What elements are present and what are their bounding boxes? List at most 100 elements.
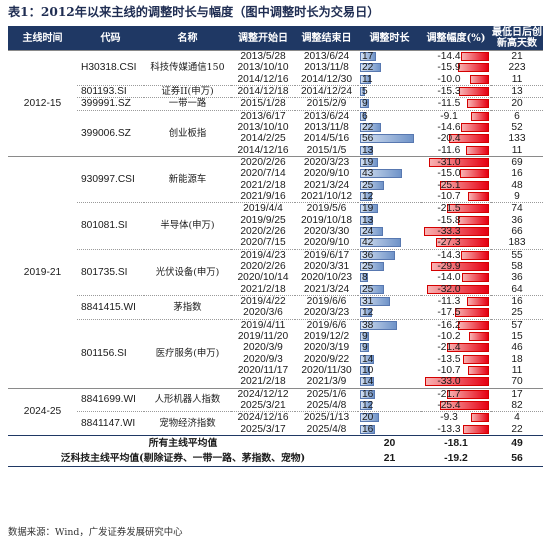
amplitude-bar [436,238,489,248]
col-header-start: 调整开始日 [231,26,295,51]
duration-value: 12 [362,191,374,203]
start-date-cell: 2024/12/12 [231,387,295,400]
end-date-cell: 2025/1/6 [295,387,358,400]
table-row: 2013/10/10 2013/11/8 22 -14.6 52 [8,122,543,133]
end-date-cell: 2020/9/22 [303,353,350,365]
summary-new-high-days: 56 [491,450,543,467]
duration-bar [360,284,385,294]
amplitude-value: -9.3 [440,412,458,424]
table-row: 2025/3/21 2025/4/8 12 -25.4 82 [8,400,543,412]
duration-bar [360,74,371,84]
amplitude-cell: -21.5 [421,202,491,215]
amplitude-bar [470,413,489,423]
index-code-cell: 801735.SI [77,248,144,296]
duration-value: 42 [362,237,374,249]
amplitude-bar [471,111,489,121]
amplitude-cell: -15.8 [421,215,491,226]
end-date-cell: 2015/1/5 [306,144,347,156]
start-date-cell: 2019/4/4 [231,202,295,215]
duration-value: 16 [362,388,374,400]
amplitude-value: -17.5 [437,307,461,319]
table-row: 2020/7/15 2020/9/10 42 -27.3 183 [8,237,543,249]
start-date-cell: 2020/2/26 [240,261,286,273]
new-high-days-cell: 16 [511,168,523,180]
end-date-cell: 2020/11/30 [301,365,352,377]
amplitude-cell: -17.5 [421,307,491,319]
amplitude-bar [457,320,489,330]
amplitude-value: -14.3 [437,249,461,261]
duration-bar [360,320,397,330]
duration-cell: 19 [358,155,421,169]
duration-cell: 12 [358,191,421,203]
duration-value: 25 [362,283,374,295]
summary-label: 所有主线平均值 [8,434,358,451]
amplitude-cell: -21.7 [421,387,491,400]
start-date-cell: 2020/2/26 [231,155,295,169]
amplitude-cell: -21.4 [421,342,491,353]
summary-duration: 21 [358,450,421,467]
end-date-cell: 2020/10/23 [301,272,352,284]
duration-bar [360,87,365,97]
amplitude-value: -15.9 [437,62,461,74]
duration-cell: 42 [358,237,421,249]
amplitude-cell: -9.3 [421,411,491,424]
index-name-cell: 半导体(申万) [144,202,231,250]
amplitude-bar [426,284,489,294]
summary-new-high-days: 49 [491,434,543,451]
end-date-cell: 2020/9/10 [303,237,350,249]
index-code-cell: 801193.SI [77,84,144,98]
duration-value: 8 [362,272,368,284]
amplitude-cell: -25.1 [421,180,491,191]
summary-row-all: 所有主线平均值 20 -18.1 49 [8,434,543,451]
amplitude-cell: -29.9 [421,261,491,272]
index-name-cell: 证券II(申万) [144,84,231,98]
amplitude-value: -16.2 [437,319,461,331]
amplitude-cell: -14.4 [421,50,491,63]
end-date-cell: 2019/6/6 [295,294,358,308]
duration-bar [360,134,415,144]
table-row: 2021/9/16 2021/10/12 12 -10.7 9 [8,191,543,203]
duration-cell: 11 [358,74,421,86]
index-code-cell: 801156.SI [77,318,144,389]
duration-bar [360,332,369,342]
start-date-cell: 2021/2/18 [240,179,286,191]
amplitude-value: -33.3 [437,226,461,238]
duration-bar [360,227,384,237]
new-high-days-cell: 36 [511,272,523,284]
table-row: 2014/2/25 2014/5/16 56 -20.4 133 [8,133,543,144]
index-code-cell: 399006.SZ [77,109,144,157]
duration-value: 5 [362,86,368,98]
summary-duration: 20 [358,434,421,451]
start-date-cell: 2025/3/21 [240,400,286,411]
start-date-cell: 2020/7/15 [240,237,286,249]
amplitude-bar [447,204,489,214]
table-row: 399006.SZ 创业板指 2013/6/17 2013/6/24 6 -9.1 6 [8,109,543,157]
amplitude-value: -20.4 [437,133,461,145]
end-date-cell: 2013/11/8 [304,122,349,134]
amplitude-bar [461,273,489,283]
index-code-cell: H30318.CSI [77,50,144,86]
amplitude-cell: -11.6 [421,145,491,157]
col-header-code: 代码 [77,26,144,51]
amplitude-bar [466,99,489,109]
new-high-days-cell: 11 [511,73,523,85]
col-header-end: 调整结束日 [295,26,358,51]
start-date-cell: 2013/10/10 [237,62,289,74]
duration-cell: 25 [358,180,421,191]
start-date-cell: 2020/10/14 [237,272,289,284]
start-date-cell: 2020/9/3 [243,353,283,365]
start-date-cell: 2013/5/28 [231,50,295,63]
start-date-cell: 2015/1/28 [231,97,295,111]
table-row: 2013/10/10 2013/11/8 22 -15.9 223 [8,62,543,73]
amplitude-cell: -16.2 [421,318,491,331]
start-date-cell: 2021/2/18 [240,376,286,388]
amplitude-bar [446,389,489,399]
duration-cell: 20 [358,411,421,424]
end-date-cell: 2025/4/8 [306,400,347,411]
duration-bar [360,389,376,399]
amplitude-bar [461,52,489,62]
index-code-cell: 930997.CSI [77,155,144,203]
end-date-cell: 2015/2/9 [295,97,358,111]
new-high-days-cell: 52 [511,122,523,134]
amplitude-value: -13.3 [437,423,461,435]
